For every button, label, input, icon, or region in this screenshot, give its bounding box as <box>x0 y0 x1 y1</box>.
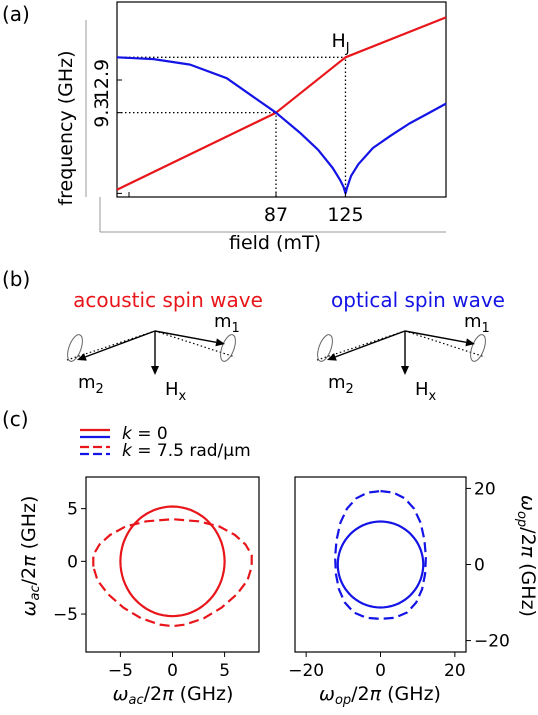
panel-c-left-series-1 <box>92 518 253 628</box>
optical-m2-arrow-head <box>327 353 337 361</box>
acoustic-spin-wave-title: acoustic spin wave <box>73 288 263 312</box>
optical-spin-wave-title: optical spin wave <box>331 288 505 312</box>
panel-c-left-y-tick-label-2: 5 <box>67 500 78 520</box>
panel-c-right-chart: −20 0 20 −20 0 20 <box>288 476 510 681</box>
panel-a-frame <box>116 1 447 198</box>
optical-precession-ellipse-left <box>317 334 333 362</box>
panel-a-y-tick-label-0: 9.3 <box>91 98 113 128</box>
panel-c-left-x-tick-label-1: 0 <box>167 661 178 681</box>
optical-hx-arrow-head <box>401 366 409 375</box>
panel-a-annotation-hj: HJ <box>331 30 349 56</box>
optical-m1-arrow-head <box>465 338 475 347</box>
panel-label-a: (a) <box>2 2 30 26</box>
panel-c-right-y-axis-label: ωop/2π (GHz) <box>514 495 538 617</box>
panel-a-chart: 87 125 9.312.9 HJ <box>85 1 447 233</box>
panel-c-right-x-tick-label-1: 0 <box>375 661 386 681</box>
optical-hx-label: Hx <box>415 379 437 404</box>
acoustic-m2-label: m2 <box>78 372 104 397</box>
panel-b-diagram: acoustic spin wave optical spin wave m1 m… <box>66 288 505 404</box>
acoustic-m1-arrow-head <box>215 338 225 347</box>
panel-c-right-y-tick-label-0: −20 <box>474 632 510 652</box>
panel-c-left-x-axis-label: ωac/2π (GHz) <box>113 683 234 708</box>
optical-precession-ellipse-right <box>470 334 486 362</box>
panel-c-right-x-tick-label-2: 20 <box>444 661 466 681</box>
panel-c-left-y-axis-label: ωac/2π (GHz) <box>18 496 43 617</box>
acoustic-m2-arrow-head <box>77 353 87 361</box>
optical-m1-label: m1 <box>464 311 490 336</box>
legend-label-0: k = 0 <box>122 424 168 444</box>
panel-c-right-series-1 <box>334 490 427 620</box>
panel-c-left-y-tick-label-0: −5 <box>53 605 78 625</box>
acoustic-precession-ellipse-left <box>67 334 83 362</box>
panel-c-left-x-tick-label-0: −5 <box>108 661 133 681</box>
panel-c-right-y-tick-label-2: 20 <box>474 479 496 499</box>
panel-a-series-line-0 <box>116 16 447 191</box>
optical-m1-arrow-shaft <box>404 330 467 344</box>
panel-a-x-axis-label: field (mT) <box>229 232 321 254</box>
legend-label-1: k = 7.5 rad/µm <box>122 441 251 461</box>
panel-a-series-line-1 <box>116 56 447 195</box>
panel-label-c: (c) <box>2 407 29 431</box>
optical-m2-label: m2 <box>328 372 354 397</box>
panel-c-right-x-tick-label-0: −20 <box>288 661 324 681</box>
panel-c-right-series-0 <box>336 520 425 609</box>
acoustic-m2-arrow-shaft <box>85 330 156 358</box>
acoustic-m1-label: m1 <box>214 311 240 336</box>
panel-c-legend: k = 0k = 7.5 rad/µm <box>80 424 251 461</box>
acoustic-precession-ellipse-right <box>220 334 236 362</box>
optical-m2-arrow-shaft <box>335 330 406 358</box>
acoustic-m1-arrow-shaft <box>154 330 217 344</box>
panel-c-right-y-tick-label-1: 0 <box>474 556 485 576</box>
panel-c-left-y-tick-label-1: 0 <box>67 552 78 572</box>
panel-label-b: (b) <box>2 267 30 291</box>
panel-a-x-tick-label-1: 125 <box>327 204 363 226</box>
acoustic-hx-label: Hx <box>165 379 187 404</box>
panel-c-left-frame <box>85 476 260 653</box>
panel-a-y-tick-label-1: 12.9 <box>91 59 113 101</box>
acoustic-hx-arrow-head <box>151 366 159 375</box>
panel-c-left-series-0 <box>119 505 226 618</box>
panel-c-left-x-tick-label-2: 5 <box>219 661 230 681</box>
panel-a-y-axis-label: frequency (GHz) <box>55 50 77 205</box>
panel-c-left-chart: −5 0 5 −5 0 5 <box>53 476 260 681</box>
panel-c-right-x-axis-label: ωop/2π (GHz) <box>319 683 441 708</box>
panel-a-x-tick-label-0: 87 <box>264 204 288 226</box>
panel-c-right-frame <box>294 476 467 653</box>
